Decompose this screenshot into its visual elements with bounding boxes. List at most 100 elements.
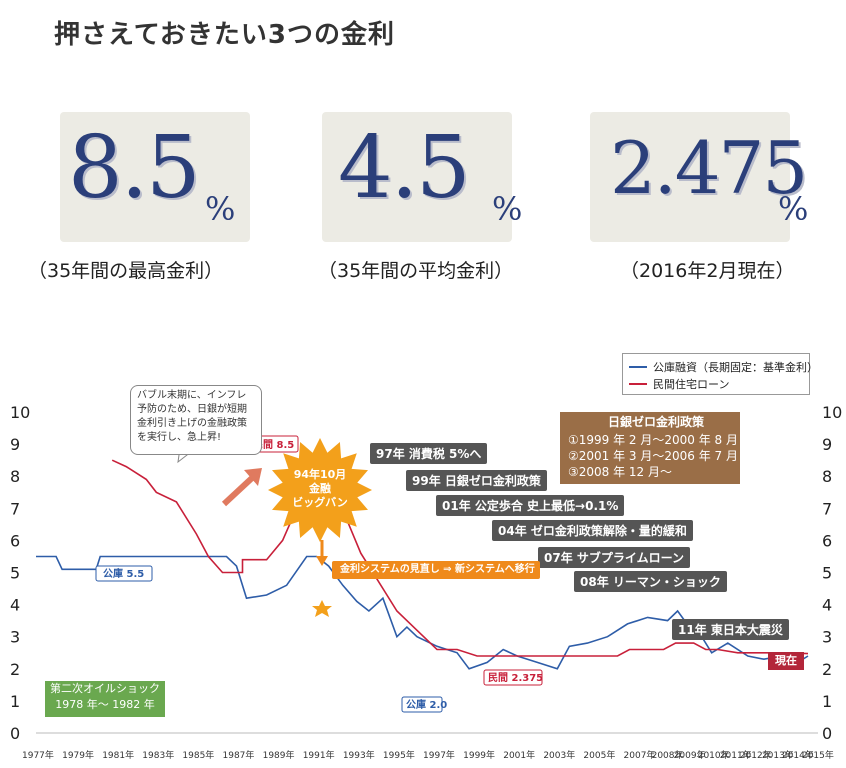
- minkan-2375-label: 民間 2.375: [488, 672, 543, 684]
- stat-unit-current: %: [778, 190, 809, 228]
- x-tick-label: 1987年: [223, 749, 255, 761]
- legend-item-koko: 公庫融資（長期固定：基準金利）: [629, 359, 818, 375]
- x-tick-label: 1995年: [383, 749, 415, 761]
- minkan-rate-line: [111, 459, 809, 657]
- stat-value-current: 2.475: [610, 126, 808, 210]
- x-tick-label: 1991年: [303, 749, 335, 761]
- stat-value-avg: 4.5: [338, 118, 471, 218]
- x-tick-label: 2001年: [503, 749, 535, 761]
- rise-arrow: [221, 475, 255, 507]
- y-tick-label-left: 2: [10, 660, 20, 679]
- x-tick-label: 1979年: [62, 749, 94, 761]
- small-star: [312, 600, 332, 617]
- zero-rate-item: ②2001 年 3 月～2006 年 7 月: [568, 449, 738, 463]
- legend-swatch-koko: [629, 366, 647, 368]
- oil-shock-box: 第二次オイルショック 1978 年～ 1982 年: [45, 681, 165, 717]
- y-tick-label-left: 1: [10, 692, 20, 711]
- x-tick-label: 1997年: [423, 749, 455, 761]
- zero-rate-title: 日銀ゼロ金利政策: [608, 415, 705, 429]
- koko-20-label: 公庫 2.0: [406, 698, 447, 711]
- x-tick-label: 2015年: [802, 749, 834, 761]
- event-note: 04年 ゼロ金利政策解除・量的緩和: [492, 520, 693, 541]
- stat-box-max: [60, 112, 250, 242]
- y-tick-label-left: 4: [10, 596, 20, 615]
- x-tick-label: 1993年: [343, 749, 375, 761]
- stat-label-max: （35年間の最高金利）: [28, 260, 224, 282]
- event-note: 11年 東日本大震災: [672, 619, 789, 640]
- koko-55-label: 公庫 5.5: [103, 567, 144, 580]
- y-tick-label-left: 5: [10, 564, 20, 583]
- x-tick-label: 1983年: [142, 749, 174, 761]
- x-tick-label: 1985年: [182, 749, 214, 761]
- oil-shock-line1: 第二次オイルショック: [50, 682, 160, 695]
- current-tag: 現在: [768, 652, 804, 670]
- bubble-callout: バブル末期に、インフレ予防のため、日銀が短期金利引き上げの金融政策を実行し、急上…: [130, 385, 262, 455]
- stat-label-current: （2016年2月現在）: [620, 260, 795, 282]
- x-tick-label: 2014年: [782, 749, 814, 761]
- y-tick-label-left: 0: [10, 724, 20, 743]
- x-tick-label: 2011年: [720, 749, 752, 761]
- system-change-banner: 金利システムの見直し ⇒ 新システムへ移行: [332, 561, 540, 579]
- y-tick-label-left: 7: [10, 499, 20, 518]
- y-tick-label-right: 9: [822, 435, 832, 454]
- legend-swatch-minkan: [629, 383, 647, 385]
- x-tick-label: 1981年: [102, 749, 134, 761]
- y-tick-label-right: 4: [822, 596, 832, 615]
- y-tick-label-left: 9: [10, 435, 20, 454]
- bigbang-arrow-head: [316, 556, 328, 566]
- event-note: 99年 日銀ゼロ金利政策: [406, 470, 547, 491]
- koko-20-box: [401, 696, 443, 713]
- stat-box-current: [590, 112, 790, 242]
- event-note: 01年 公定歩合 史上最低→0.1%: [436, 495, 625, 516]
- y-tick-label-right: 5: [822, 564, 832, 583]
- stat-box-avg: [322, 112, 512, 242]
- x-tick-label: 1989年: [263, 749, 295, 761]
- x-tick-label: 1977年: [22, 749, 54, 761]
- x-tick-label: 2003年: [543, 749, 575, 761]
- legend-item-minkan: 民間住宅ローン: [629, 376, 729, 392]
- y-tick-label-left: 10: [10, 403, 30, 422]
- legend-label-koko: 公庫融資（長期固定：基準金利）: [653, 361, 818, 374]
- bigbang-label: 金融: [308, 481, 331, 495]
- y-tick-label-right: 8: [822, 467, 832, 486]
- bigbang-label: ビッグバン: [292, 495, 348, 509]
- stat-unit-avg: %: [492, 190, 523, 228]
- x-tick-label: 2012年: [740, 749, 772, 761]
- x-tick-label: 2005年: [583, 749, 615, 761]
- y-tick-label-right: 0: [822, 724, 832, 743]
- minkan-peak-label: 民間 8.5: [253, 439, 294, 451]
- koko-55-box: [95, 565, 153, 582]
- y-tick-label-right: 1: [822, 692, 832, 711]
- zero-rate-item: ①1999 年 2 月～2000 年 8 月: [568, 433, 738, 447]
- y-tick-label-left: 6: [10, 531, 20, 550]
- x-tick-label: 2009年: [674, 749, 706, 761]
- y-tick-label-right: 6: [822, 531, 832, 550]
- page-title: 押さえておきたい3つの金利: [54, 20, 396, 50]
- x-tick-label: 2013年: [762, 749, 794, 761]
- y-tick-label-right: 3: [822, 628, 832, 647]
- x-tick-label: 1999年: [463, 749, 495, 761]
- stat-label-avg: （35年間の平均金利）: [318, 260, 514, 282]
- rise-arrow-head: [244, 468, 262, 486]
- bigbang-label: 94年10月: [294, 467, 347, 481]
- legend-label-minkan: 民間住宅ローン: [653, 378, 730, 391]
- event-note: 07年 サブプライムローン: [538, 547, 691, 568]
- event-note: 97年 消費税 5%へ: [370, 443, 488, 464]
- x-tick-label: 2010年: [698, 749, 730, 761]
- minkan-2375-box: [483, 669, 543, 686]
- y-tick-label-right: 2: [822, 660, 832, 679]
- x-tick-label: 2007年: [624, 749, 656, 761]
- bigbang-burst: [268, 438, 372, 542]
- event-note: 08年 リーマン・ショック: [574, 571, 727, 592]
- stat-unit-max: %: [205, 190, 236, 228]
- y-tick-label-left: 8: [10, 467, 20, 486]
- x-tick-label: 2008年: [652, 749, 684, 761]
- y-tick-label-left: 3: [10, 628, 20, 647]
- oil-shock-line2: 1978 年～ 1982 年: [55, 698, 155, 711]
- zero-rate-item: ③2008 年 12 月～: [568, 465, 673, 479]
- y-tick-label-right: 10: [822, 403, 842, 422]
- stat-value-max: 8.5: [68, 118, 201, 218]
- y-tick-label-right: 7: [822, 499, 832, 518]
- chart-legend: 公庫融資（長期固定：基準金利） 民間住宅ローン: [622, 353, 818, 395]
